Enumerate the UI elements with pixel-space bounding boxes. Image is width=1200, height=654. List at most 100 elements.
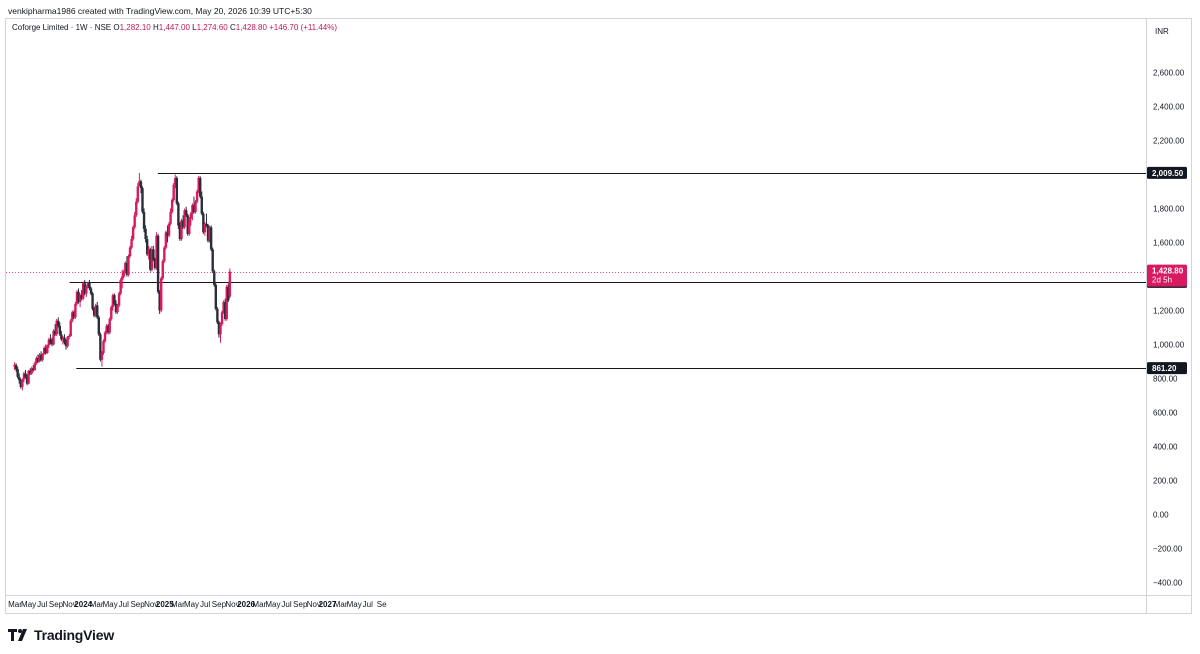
candle-body <box>108 319 111 333</box>
candle-body <box>144 228 147 240</box>
close-label: C <box>229 23 236 32</box>
price-tick-label: 600.00 <box>1153 409 1178 418</box>
close-value: 1,428.80 <box>235 23 267 32</box>
candle-body <box>138 181 141 187</box>
price-tick-label: 1,600.00 <box>1153 239 1185 248</box>
time-tick-label: Jul <box>119 600 129 609</box>
candle-body <box>222 302 225 313</box>
candle-body <box>206 225 210 241</box>
candle-body <box>195 191 199 202</box>
candle-body <box>53 330 57 335</box>
candle-body <box>191 205 194 214</box>
candle-body <box>164 232 168 248</box>
candle-body <box>150 249 154 270</box>
candle-body <box>127 256 130 275</box>
candle-body <box>117 293 121 306</box>
candle-body <box>72 312 76 318</box>
time-tick-label: Mar <box>171 600 185 609</box>
candle-body <box>219 324 222 335</box>
candle-body <box>166 232 169 236</box>
candle-body <box>217 322 221 335</box>
candle-body <box>25 376 29 384</box>
candle-body <box>46 345 49 353</box>
chart-frame <box>5 18 1192 614</box>
price-tick-label: 2,600.00 <box>1153 69 1185 78</box>
candle-body <box>125 262 129 275</box>
candle-body <box>169 211 172 224</box>
candle-body <box>133 215 136 228</box>
candle-body <box>161 261 164 279</box>
time-tick-label: Mar <box>90 600 104 609</box>
candle-body <box>188 218 191 234</box>
candle-body <box>49 339 52 343</box>
candle-body <box>97 317 101 335</box>
candle-body <box>21 379 24 387</box>
time-tick-label: 2025 <box>156 600 174 609</box>
time-tick-label: May <box>347 600 362 609</box>
tradingview-brand[interactable]: TradingView <box>34 627 115 643</box>
candle-body <box>213 271 216 285</box>
candle-body <box>103 332 107 342</box>
price-tick-label: 0.00 <box>1153 511 1169 520</box>
candle-body <box>227 286 230 301</box>
time-tick-label: 2024 <box>74 600 92 609</box>
candle-body <box>186 215 189 234</box>
time-tick-label: Nov <box>62 600 76 609</box>
candle-body <box>60 334 63 340</box>
candle-body <box>88 282 91 289</box>
time-tick-label: Mar <box>8 600 22 609</box>
candle-body <box>197 177 200 192</box>
candle-body <box>145 239 149 255</box>
candle-body <box>220 312 224 325</box>
candle-body <box>214 285 218 309</box>
level-price-label: 2,009.50 <box>1152 169 1184 178</box>
time-tick-label: May <box>103 600 118 609</box>
time-tick-label: Sep <box>49 600 64 609</box>
current-price-label: 1,428.80 <box>1152 267 1184 276</box>
symbol-title[interactable]: Coforge Limited · 1W · NSE <box>12 23 112 32</box>
candle-body <box>41 353 44 360</box>
currency-label[interactable]: INR <box>1155 27 1169 36</box>
candle-body <box>189 213 193 219</box>
candle-body <box>172 184 175 200</box>
time-tick-label: May <box>184 600 199 609</box>
candle-body <box>158 291 161 311</box>
symbol-legend: Coforge Limited · 1W · NSE O1,282.10 H1,… <box>12 23 337 32</box>
price-tick-label: −400.00 <box>1153 579 1183 588</box>
candle-body <box>203 223 207 233</box>
candle-body <box>67 336 71 337</box>
candle-body <box>92 308 96 316</box>
candle-body <box>86 282 90 287</box>
candle-body <box>47 339 51 346</box>
candle-body <box>83 283 86 294</box>
candle-body <box>66 336 69 347</box>
level-price-badge <box>1147 362 1187 375</box>
candle-body <box>131 227 135 240</box>
candle-body <box>149 249 152 270</box>
level-price-label: 861.20 <box>1152 364 1177 373</box>
candle-body <box>216 308 219 323</box>
candle-body <box>52 330 55 345</box>
candle-body <box>211 249 214 272</box>
price-tick-label: 800.00 <box>1153 375 1178 384</box>
price-tick-label: 400.00 <box>1153 443 1178 452</box>
price-tick-label: 1,800.00 <box>1153 205 1185 214</box>
candle-body <box>141 188 144 212</box>
candle-body <box>156 235 160 292</box>
candle-body <box>64 342 68 347</box>
candle-body <box>135 201 138 216</box>
time-tick-label: Jul <box>363 600 373 609</box>
candle-body <box>16 369 19 377</box>
time-tick-label: 2026 <box>237 600 255 609</box>
candle-body <box>80 295 83 299</box>
candle-body <box>69 320 72 336</box>
candle-body <box>174 177 177 185</box>
candles <box>13 172 232 391</box>
candle-body <box>170 200 174 212</box>
candle-body <box>124 262 127 272</box>
candle-body <box>155 235 158 268</box>
candle-body <box>27 370 30 384</box>
current-price-badge <box>1147 264 1187 287</box>
candle-body <box>160 278 163 311</box>
